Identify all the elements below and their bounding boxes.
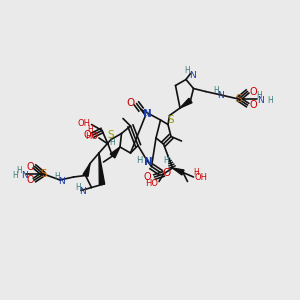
Text: H: H <box>16 166 22 175</box>
Text: OH: OH <box>194 172 208 182</box>
Text: O: O <box>143 172 151 182</box>
Text: H: H <box>54 172 60 181</box>
Text: S: S <box>40 169 47 179</box>
Text: H: H <box>267 96 273 105</box>
Text: H: H <box>213 86 219 95</box>
Text: H: H <box>12 171 18 180</box>
Polygon shape <box>180 98 192 108</box>
Polygon shape <box>99 153 105 185</box>
Text: O: O <box>250 86 257 97</box>
Text: O: O <box>126 98 135 109</box>
Text: O: O <box>26 175 34 185</box>
Text: N: N <box>217 92 224 100</box>
Text: N: N <box>258 96 264 105</box>
Text: HO: HO <box>85 132 98 141</box>
Text: N: N <box>58 177 65 186</box>
Text: H: H <box>87 124 93 134</box>
Text: H: H <box>75 183 81 192</box>
Text: S: S <box>235 94 242 104</box>
Text: N: N <box>21 171 27 180</box>
Text: H: H <box>110 138 116 147</box>
Text: N: N <box>142 109 152 119</box>
Text: HO: HO <box>145 178 158 188</box>
Text: H: H <box>164 156 169 165</box>
Text: S: S <box>168 115 174 125</box>
Text: N: N <box>79 188 86 196</box>
Text: H: H <box>256 91 262 100</box>
Text: H: H <box>184 66 190 75</box>
Text: OH: OH <box>77 118 91 127</box>
Text: O: O <box>250 100 257 110</box>
Text: O: O <box>83 130 91 140</box>
Text: H: H <box>136 156 143 165</box>
Text: O: O <box>26 161 34 172</box>
Text: N: N <box>189 70 195 80</box>
Text: H: H <box>193 168 199 177</box>
Text: S: S <box>108 130 114 140</box>
Polygon shape <box>172 168 184 175</box>
Polygon shape <box>83 164 90 176</box>
Polygon shape <box>110 147 120 158</box>
Text: O: O <box>162 167 171 178</box>
Text: N: N <box>144 157 153 167</box>
